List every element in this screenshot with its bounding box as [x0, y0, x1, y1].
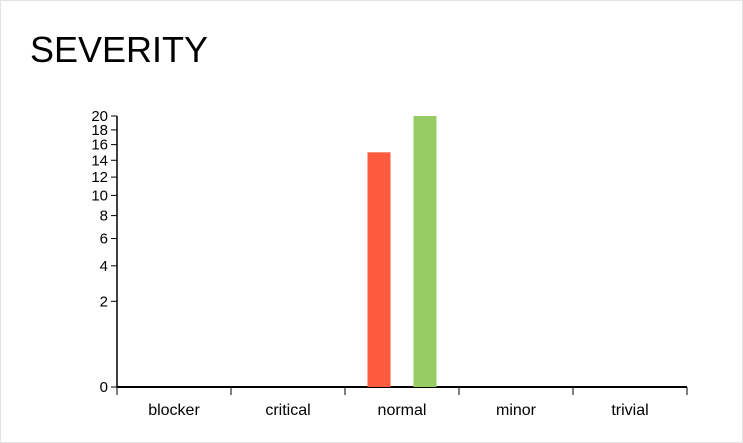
y-tick-label: 2: [100, 293, 108, 310]
y-tick-label: 12: [91, 169, 108, 186]
x-axis: blocker critical normal minor trivial: [116, 386, 688, 419]
y-tick-label: 0: [100, 379, 108, 396]
y-tick-label: 20: [91, 108, 108, 125]
bars: [367, 116, 437, 387]
x-category-label: trivial: [611, 402, 648, 419]
y-tick-label: 16: [91, 137, 108, 154]
x-category-label: blocker: [148, 402, 200, 419]
bar: [413, 116, 437, 387]
x-category-label: critical: [265, 402, 310, 419]
y-tick-label: 4: [100, 258, 108, 275]
y-tick-label: 6: [100, 231, 108, 248]
y-tick-label: 10: [91, 187, 108, 204]
x-category-label: normal: [378, 402, 427, 419]
y-tick-label: 8: [100, 208, 108, 225]
bar: [367, 152, 391, 387]
y-tick-label: 14: [91, 152, 108, 169]
widget-title: SEVERITY: [30, 29, 209, 70]
x-category-label: minor: [496, 402, 537, 419]
y-tick-label: 18: [91, 122, 108, 139]
